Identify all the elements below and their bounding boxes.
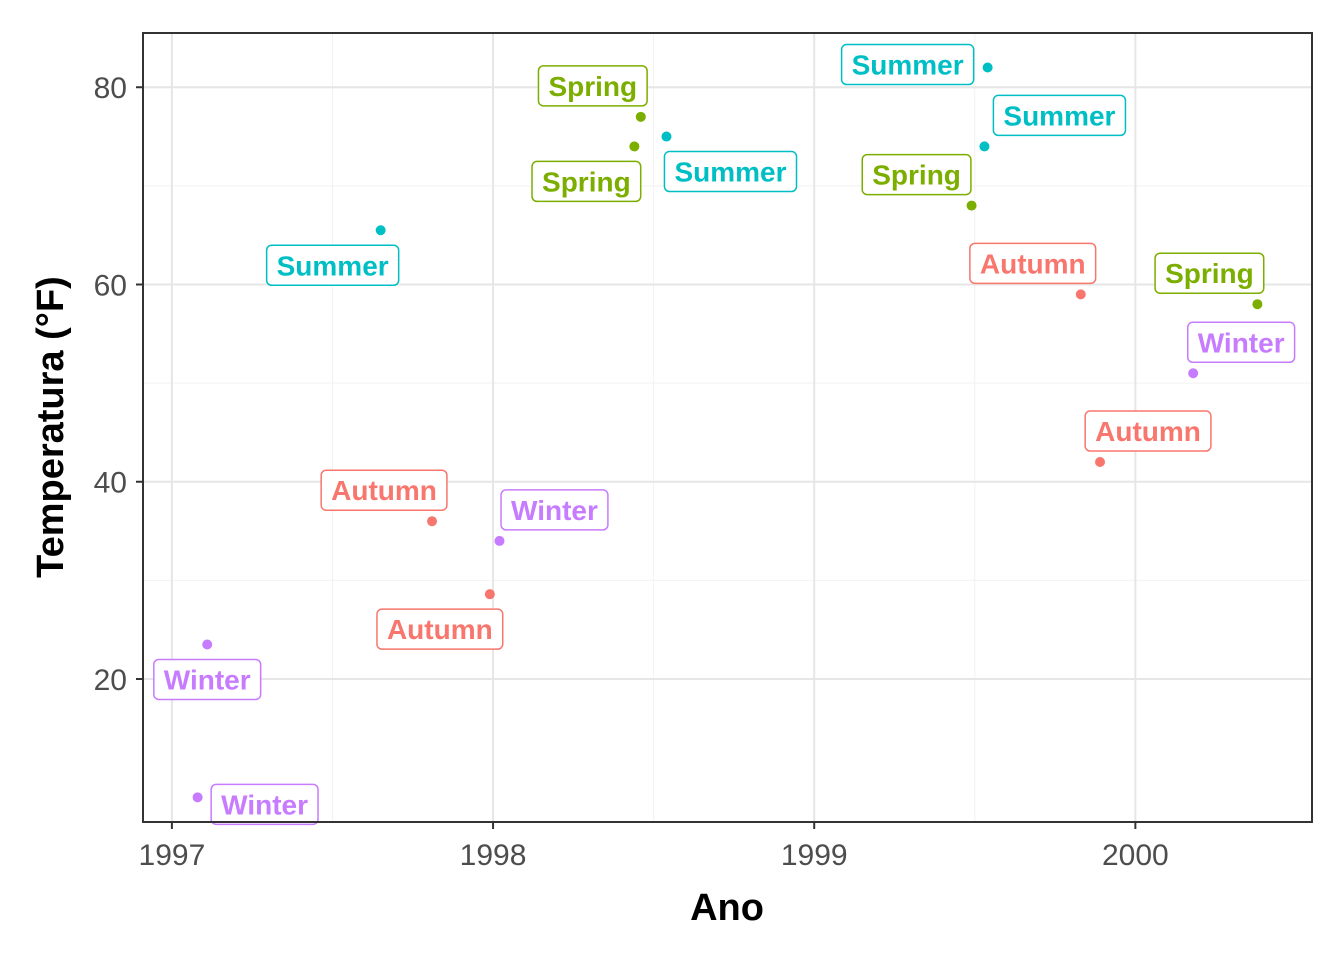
point-label-text: Spring <box>872 160 961 191</box>
x-tick-label: 1998 <box>460 839 527 872</box>
y-tick-label: 60 <box>94 269 127 302</box>
data-point <box>1095 457 1106 468</box>
point-label: Winter <box>153 658 262 701</box>
data-point <box>635 111 646 122</box>
point-label: Summer <box>992 94 1127 137</box>
point-label: Winter <box>1186 321 1296 364</box>
point-label-box <box>537 65 648 107</box>
point-label-text: Summer <box>1003 100 1115 131</box>
point-label: Spring <box>531 160 642 203</box>
point-label-text: Spring <box>542 166 631 197</box>
data-point <box>1252 299 1263 310</box>
point-label-text: Summer <box>277 250 389 281</box>
data-point <box>484 589 495 600</box>
point-label-box <box>265 244 400 286</box>
point-label-text: Autumn <box>387 614 493 645</box>
point-label: Summer <box>840 43 975 86</box>
point-label-box <box>992 94 1127 137</box>
y-tick-label: 80 <box>94 72 127 105</box>
x-axis-title: Ano <box>690 887 764 929</box>
point-label-text: Summer <box>674 157 786 188</box>
point-label-box <box>320 469 448 511</box>
data-point <box>979 141 990 152</box>
point-label-box <box>861 153 972 196</box>
point-label-text: Autumn <box>1095 416 1201 447</box>
point-label-text: Winter <box>511 495 598 526</box>
data-point <box>982 62 993 73</box>
point-label-box <box>1186 321 1296 364</box>
point-label-box <box>1154 252 1265 294</box>
data-point <box>1188 368 1199 379</box>
data-point <box>661 131 672 142</box>
data-point <box>202 639 213 650</box>
y-tick-label: 40 <box>94 467 127 500</box>
y-tick-label: 20 <box>94 664 127 697</box>
point-label-box <box>840 43 975 86</box>
point-label-box <box>376 608 504 650</box>
point-label-text: Winter <box>1198 327 1285 358</box>
point-label: Spring <box>1154 252 1265 294</box>
point-label-box <box>969 242 1097 285</box>
data-point <box>966 200 977 211</box>
point-label-text: Winter <box>221 789 308 820</box>
data-points <box>192 62 1263 803</box>
data-point <box>427 516 438 527</box>
axes: 1997 1998 1999 2000 20 40 60 80 <box>94 72 1169 872</box>
y-axis-title: Temperatura (°F) <box>30 276 72 578</box>
point-label: Summer <box>265 244 400 286</box>
point-label-box <box>500 489 609 531</box>
x-tick-label: 1999 <box>781 839 848 872</box>
data-point <box>494 535 505 546</box>
point-label-text: Spring <box>548 71 637 102</box>
point-label-box <box>1084 410 1212 452</box>
point-label: Winter <box>210 783 319 826</box>
point-label: Spring <box>537 65 648 107</box>
data-point <box>629 141 640 152</box>
point-label-text: Autumn <box>980 248 1086 279</box>
point-label-text: Winter <box>164 664 251 695</box>
point-label: Spring <box>861 153 972 196</box>
panel-border <box>142 32 1313 823</box>
point-label-box <box>210 783 319 826</box>
point-label: Autumn <box>376 608 504 650</box>
point-label: Summer <box>663 150 798 193</box>
point-label-text: Autumn <box>331 475 437 506</box>
point-label: Autumn <box>969 242 1097 285</box>
point-label-box <box>531 160 642 203</box>
point-label: Autumn <box>1084 410 1212 452</box>
point-label: Winter <box>500 489 609 531</box>
point-label-text: Spring <box>1165 258 1254 289</box>
point-label-text: Summer <box>852 50 964 81</box>
data-point <box>1075 289 1086 300</box>
data-labels: Winter Winter Summer Autumn Autumn Winter Spri… <box>153 43 1296 826</box>
point-label-box <box>663 150 798 193</box>
data-point <box>192 792 203 803</box>
data-point <box>375 225 386 236</box>
x-tick-label: 2000 <box>1102 839 1169 872</box>
x-tick-label: 1997 <box>139 839 206 872</box>
point-label-box <box>153 658 262 701</box>
point-label: Autumn <box>320 469 448 511</box>
